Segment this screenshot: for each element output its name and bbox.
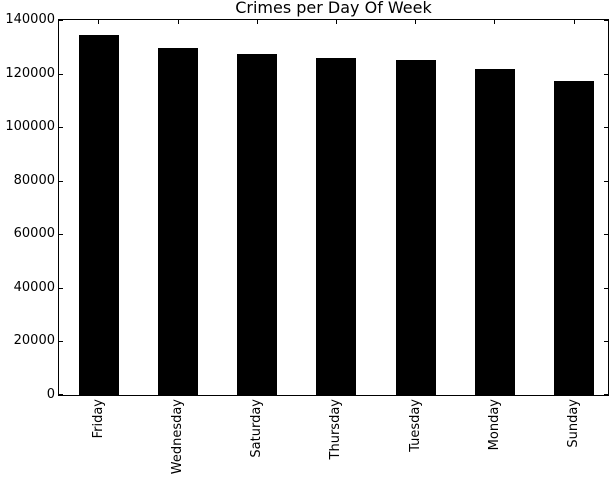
chart-title: Crimes per Day Of Week bbox=[235, 0, 432, 17]
x-tick-mark bbox=[177, 391, 179, 395]
y-tick-label-80000: 80000 bbox=[13, 172, 55, 188]
bar-friday bbox=[78, 35, 119, 395]
bar-monday bbox=[474, 69, 515, 395]
bar-tuesday bbox=[395, 60, 436, 395]
x-tick-label-friday: Friday bbox=[90, 399, 106, 439]
bar-thursday bbox=[316, 58, 357, 395]
x-tick-mark bbox=[335, 391, 337, 395]
x-tick-label-saturday: Saturday bbox=[249, 399, 265, 458]
x-tick-mark bbox=[573, 391, 575, 395]
x-tick-mark bbox=[415, 391, 417, 395]
y-tick-mark bbox=[604, 74, 608, 75]
y-tick-label-140000: 140000 bbox=[5, 12, 55, 27]
x-tick-mark bbox=[335, 20, 337, 24]
y-tick-mark bbox=[59, 74, 63, 75]
x-tick-label-thursday: Thursday bbox=[328, 399, 344, 460]
x-tick-label-monday: Monday bbox=[486, 399, 502, 451]
y-tick-mark bbox=[59, 341, 63, 342]
y-tick-mark bbox=[604, 20, 608, 21]
y-tick-mark bbox=[604, 394, 608, 395]
x-tick-mark bbox=[415, 20, 417, 24]
y-tick-mark bbox=[604, 288, 608, 289]
y-tick-mark bbox=[604, 234, 608, 235]
y-tick-label-60000: 60000 bbox=[13, 226, 55, 242]
y-tick-label-40000: 40000 bbox=[13, 279, 55, 295]
y-tick-mark bbox=[604, 127, 608, 128]
x-tick-mark bbox=[177, 20, 179, 24]
y-tick-mark bbox=[59, 20, 63, 21]
bar-saturday bbox=[237, 54, 278, 395]
y-tick-mark bbox=[59, 288, 63, 289]
plot-area bbox=[58, 19, 609, 396]
y-tick-label-20000: 20000 bbox=[13, 333, 55, 349]
bar-wednesday bbox=[158, 48, 198, 395]
y-tick-mark bbox=[604, 341, 608, 342]
y-tick-label-0: 0 bbox=[46, 387, 55, 402]
bar-sunday bbox=[554, 81, 594, 395]
y-tick-mark bbox=[59, 394, 63, 395]
y-tick-label-100000: 100000 bbox=[5, 119, 55, 135]
x-tick-mark bbox=[98, 20, 100, 24]
x-tick-mark bbox=[494, 391, 496, 395]
x-tick-label-wednesday: Wednesday bbox=[170, 399, 185, 475]
x-tick-label-sunday: Sunday bbox=[566, 399, 581, 448]
y-tick-mark bbox=[59, 234, 63, 235]
y-tick-mark bbox=[59, 127, 63, 128]
y-tick-mark bbox=[59, 181, 63, 182]
y-tick-label-120000: 120000 bbox=[5, 65, 55, 81]
x-tick-mark bbox=[573, 20, 575, 24]
x-tick-mark bbox=[256, 391, 258, 395]
x-tick-mark bbox=[256, 20, 258, 24]
y-tick-mark bbox=[604, 181, 608, 182]
x-tick-label-tuesday: Tuesday bbox=[407, 399, 423, 452]
x-tick-mark bbox=[98, 391, 100, 395]
x-tick-mark bbox=[494, 20, 496, 24]
